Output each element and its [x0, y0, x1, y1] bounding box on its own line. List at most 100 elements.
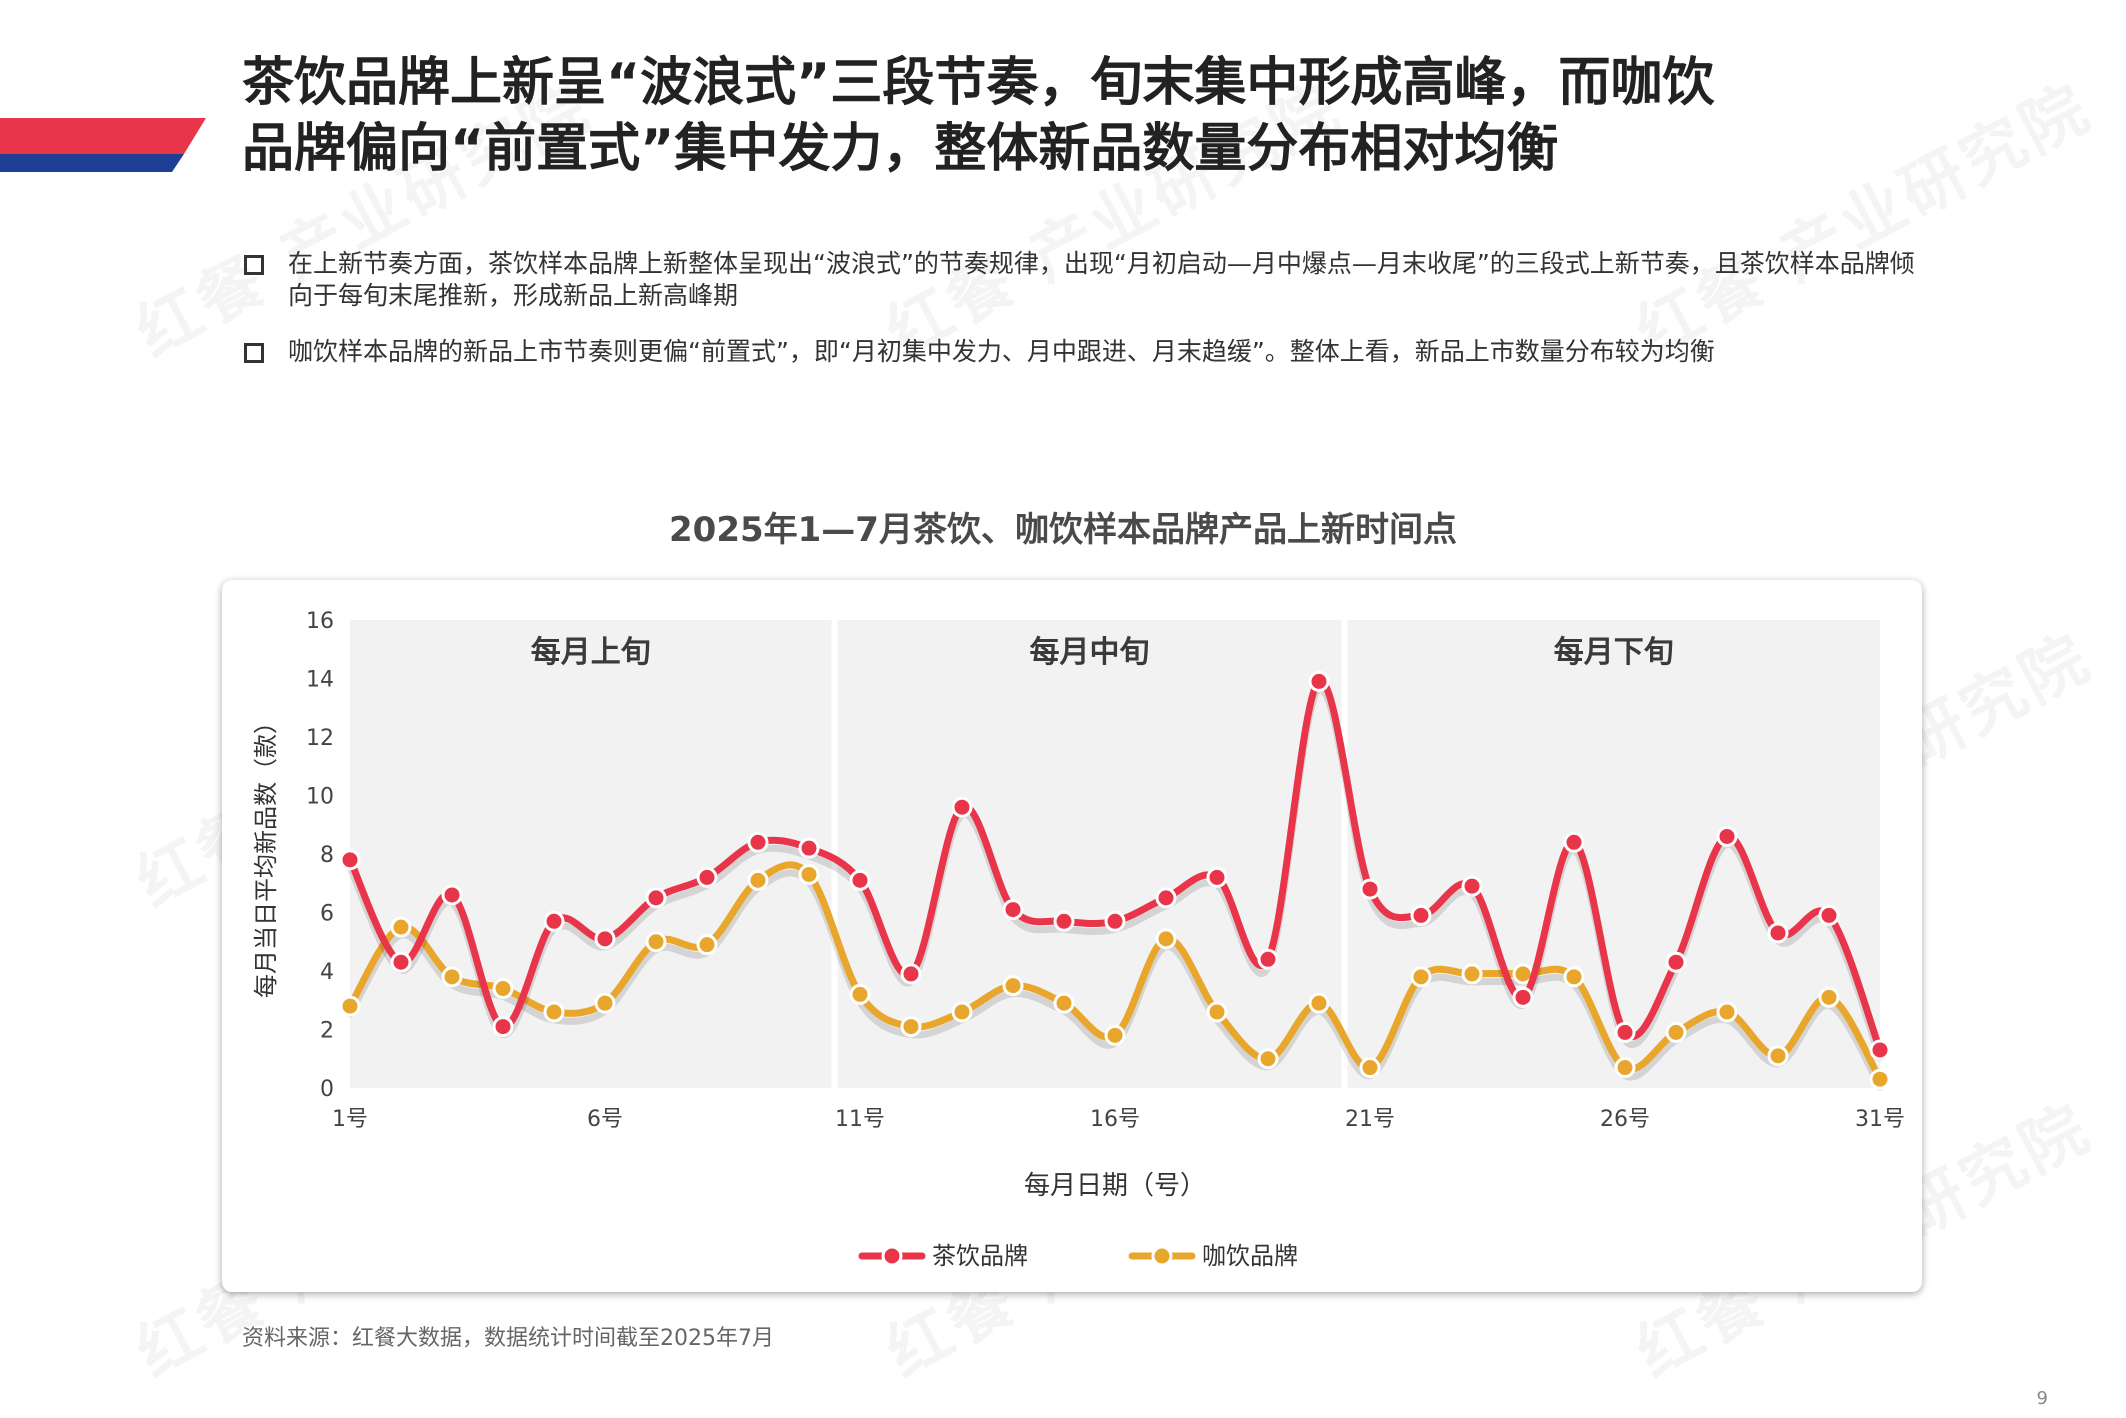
data-point [1818, 904, 1840, 926]
data-point [1053, 992, 1075, 1014]
data-point [1410, 904, 1432, 926]
data-point [594, 928, 616, 950]
data-point [441, 966, 463, 988]
data-point [1155, 887, 1177, 909]
data-point [1716, 825, 1738, 847]
data-point [1614, 1057, 1636, 1079]
data-point [1461, 963, 1483, 985]
data-point [1155, 928, 1177, 950]
data-point [645, 887, 667, 909]
data-point [696, 934, 718, 956]
y-tick-label: 14 [306, 668, 334, 693]
x-tick-label: 16号 [1090, 1107, 1140, 1132]
x-tick-label: 26号 [1600, 1107, 1650, 1132]
data-point [390, 916, 412, 938]
data-point [594, 992, 616, 1014]
source-note: 资料来源：红餐大数据，数据统计时间截至2025年7月 [242, 1326, 774, 1351]
data-point [798, 837, 820, 859]
y-tick-label: 6 [320, 902, 334, 927]
data-point [747, 831, 769, 853]
data-point [1308, 992, 1330, 1014]
chart-title: 2025年1—7月茶饮、咖饮样本品牌产品上新时间点 [669, 510, 1457, 550]
data-point [1308, 670, 1330, 692]
data-point [1563, 831, 1585, 853]
data-point [900, 963, 922, 985]
data-point [339, 849, 361, 871]
data-point [1461, 875, 1483, 897]
period-band-label: 每月中旬 [1030, 635, 1150, 670]
square-bullet-icon [244, 255, 264, 275]
data-point [1206, 866, 1228, 888]
period-band-label: 每月上旬 [531, 635, 651, 670]
y-tick-label: 2 [320, 1019, 334, 1044]
data-point [339, 995, 361, 1017]
data-point [492, 1016, 514, 1038]
legend-label: 咖饮品牌 [1202, 1242, 1298, 1270]
data-point [1104, 910, 1126, 932]
y-tick-label: 16 [306, 609, 334, 634]
bullet-text: 咖饮样本品牌的新品上市节奏则更偏“前置式”，即“月初集中发力、月中跟进、月末趋缓… [288, 337, 1715, 366]
page-title: 茶饮品牌上新呈“波浪式”三段节奏，旬末集中形成高峰，而咖饮 品牌偏向“前置式”集… [242, 50, 1942, 182]
x-tick-label: 11号 [835, 1107, 885, 1132]
legend-label: 茶饮品牌 [932, 1242, 1028, 1270]
bullet-item: 在上新节奏方面，茶饮样本品牌上新整体呈现出“波浪式”的节奏规律，出现“月初启动—… [242, 248, 1922, 312]
data-point [1767, 1045, 1789, 1067]
data-point [1104, 1024, 1126, 1046]
x-tick-label: 31号 [1855, 1107, 1905, 1132]
data-point [1665, 1021, 1687, 1043]
period-band [837, 620, 1342, 1088]
square-bullet-icon [244, 343, 264, 363]
x-tick-label: 1号 [332, 1107, 368, 1132]
y-tick-label: 8 [320, 843, 334, 868]
page-number: 9 [2036, 1388, 2048, 1409]
data-point [390, 951, 412, 973]
data-point [1002, 899, 1024, 921]
data-point [798, 863, 820, 885]
line-chart: 每月上旬 每月中旬 每月下旬 0 2 4 6 8 10 12 14 16 1号 6号 11号 16号 21号 26… [252, 609, 1905, 1270]
data-point [1665, 951, 1687, 973]
data-point [645, 931, 667, 953]
data-point [441, 884, 463, 906]
data-point [1359, 1057, 1381, 1079]
data-point [1716, 1001, 1738, 1023]
y-axis-title: 每月当日平均新品数（款） [252, 710, 280, 998]
data-point [1614, 1021, 1636, 1043]
data-point [951, 796, 973, 818]
data-point [747, 869, 769, 891]
x-tick-label: 21号 [1345, 1107, 1395, 1132]
data-point [1512, 986, 1534, 1008]
data-point [1053, 910, 1075, 932]
x-axis-title: 每月日期（号） [1024, 1171, 1206, 1201]
bullet-text: 在上新节奏方面，茶饮样本品牌上新整体呈现出“波浪式”的节奏规律，出现“月初启动—… [288, 249, 1915, 310]
data-point [1869, 1068, 1891, 1090]
data-point [1206, 1001, 1228, 1023]
page-title-line1: 茶饮品牌上新呈“波浪式”三段节奏，旬末集中形成高峰，而咖饮 [242, 53, 1715, 113]
data-point [543, 1001, 565, 1023]
bullet-list: 在上新节奏方面，茶饮样本品牌上新整体呈现出“波浪式”的节奏规律，出现“月初启动—… [242, 248, 1922, 392]
legend-marker [1151, 1245, 1173, 1267]
bullet-item: 咖饮样本品牌的新品上市节奏则更偏“前置式”，即“月初集中发力、月中跟进、月末趋缓… [242, 336, 1922, 368]
data-point [849, 983, 871, 1005]
data-point [1257, 1048, 1279, 1070]
data-point [1563, 966, 1585, 988]
data-point [1818, 986, 1840, 1008]
data-point [696, 866, 718, 888]
data-point [1257, 948, 1279, 970]
y-tick-label: 12 [306, 726, 334, 751]
data-point [849, 869, 871, 891]
data-point [543, 910, 565, 932]
period-band-label: 每月下旬 [1554, 635, 1674, 670]
page-title-line2: 品牌偏向“前置式”集中发力，整体新品数量分布相对均衡 [242, 119, 1559, 179]
data-point [1002, 975, 1024, 997]
data-point [492, 978, 514, 1000]
y-tick-label: 10 [306, 785, 334, 810]
legend-marker [881, 1245, 903, 1267]
header-accent-bar [0, 118, 206, 172]
data-point [1869, 1039, 1891, 1061]
y-tick-label: 4 [320, 960, 334, 985]
data-point [1410, 966, 1432, 988]
x-tick-label: 6号 [587, 1107, 623, 1132]
data-point [951, 1001, 973, 1023]
data-point [900, 1016, 922, 1038]
data-point [1359, 878, 1381, 900]
